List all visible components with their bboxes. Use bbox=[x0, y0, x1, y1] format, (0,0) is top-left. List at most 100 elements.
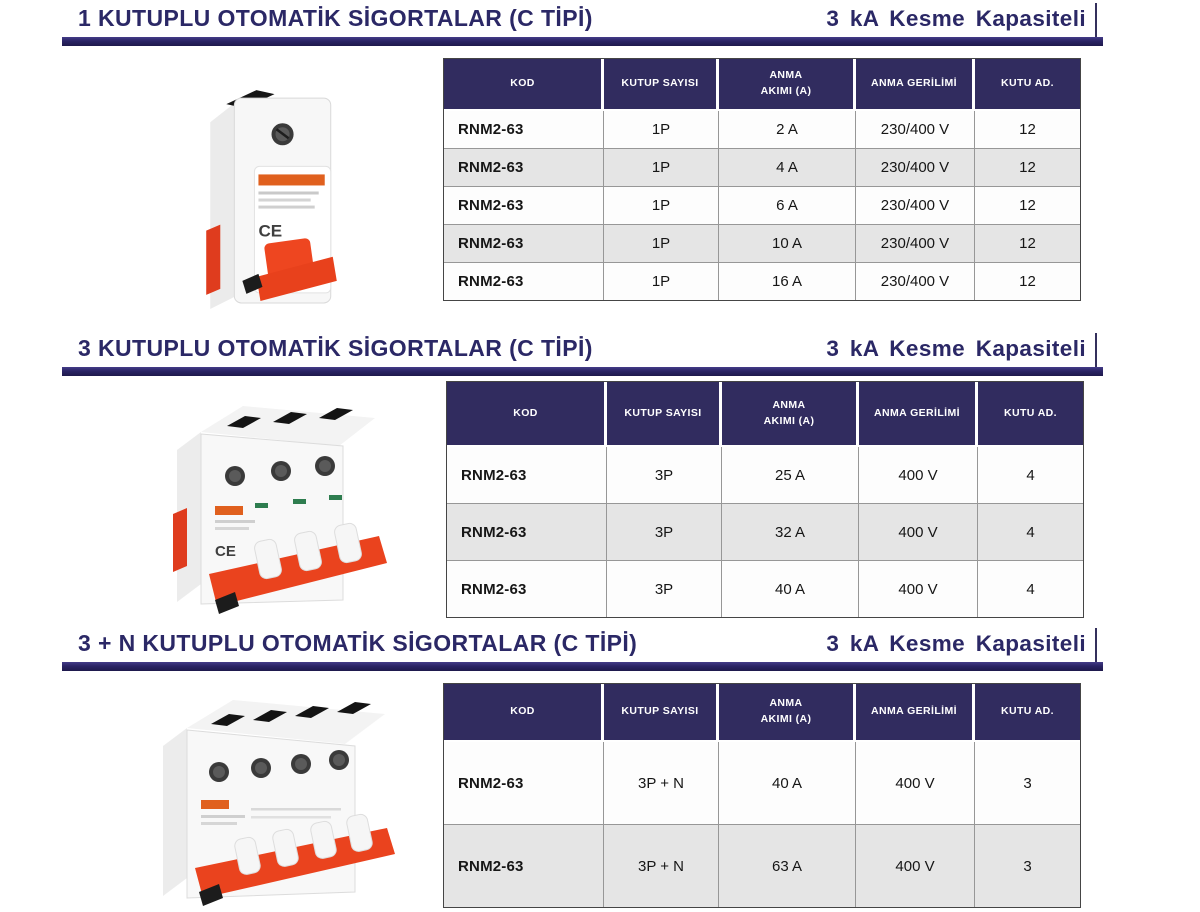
column-header: KUTUP SAYISI bbox=[604, 59, 719, 111]
terminal-slot bbox=[295, 706, 329, 718]
table-cell: 1P bbox=[604, 187, 719, 225]
section-1-pole: 1 KUTUPLU OTOMATİK SİGORTALAR (C TİPİ) 3… bbox=[0, 0, 1200, 330]
table-cell: 32 A bbox=[722, 504, 859, 561]
terminal-screws bbox=[209, 750, 349, 782]
section-3n-pole: 3 + N KUTUPLU OTOMATİK SİGORTALAR (C TİP… bbox=[0, 625, 1200, 912]
table-cell: RNM2-63 bbox=[444, 111, 604, 149]
table-cell: 1P bbox=[604, 263, 719, 300]
table-cell: 12 bbox=[975, 149, 1080, 187]
table-cell: 12 bbox=[975, 225, 1080, 263]
table-cell: 12 bbox=[975, 111, 1080, 149]
table-cell: 4 bbox=[978, 561, 1083, 617]
mcb-3pole-illustration: CE bbox=[173, 406, 387, 614]
title-underline bbox=[62, 37, 1103, 46]
table-cell: 40 A bbox=[719, 742, 856, 825]
table-cell: 1P bbox=[604, 149, 719, 187]
table-cell: 10 A bbox=[719, 225, 856, 263]
column-header: ANMA GERİLİMİ bbox=[856, 684, 975, 742]
terminal-slot bbox=[273, 412, 307, 424]
spec-table-3pole: KOD KUTUP SAYISI ANMA AKIMI (A) ANMA GERİLİ… bbox=[446, 381, 1084, 618]
toggle-tabs bbox=[234, 813, 373, 875]
table-cell: 230/400 V bbox=[856, 111, 975, 149]
table-row: RNM2-63 1P 4 A 230/400 V 12 bbox=[444, 149, 1080, 187]
brand-label bbox=[201, 800, 229, 809]
frame-corner-line bbox=[1095, 628, 1097, 666]
section-title: 3 KUTUPLU OTOMATİK SİGORTALAR (C TİPİ) bbox=[78, 335, 593, 361]
table-cell: 3P + N bbox=[604, 825, 719, 907]
capacity-label: 3 kA Kesme Kapasiteli bbox=[826, 6, 1086, 31]
spec-table-1pole: KOD KUTUP SAYISI ANMA AKIMI (A) ANMA GERİLİ… bbox=[443, 58, 1081, 301]
column-header: ANMA GERİLİMİ bbox=[859, 382, 978, 447]
table-row: RNM2-63 1P 6 A 230/400 V 12 bbox=[444, 187, 1080, 225]
column-header: KUTU AD. bbox=[978, 382, 1083, 447]
terminal-slot bbox=[253, 710, 287, 722]
table-cell: 230/400 V bbox=[856, 187, 975, 225]
mcb-4pole-image bbox=[133, 688, 411, 910]
table-cell: 230/400 V bbox=[856, 263, 975, 300]
column-header: KOD bbox=[447, 382, 607, 447]
table-cell: RNM2-63 bbox=[444, 742, 604, 825]
column-header: ANMA AKIMI (A) bbox=[722, 382, 859, 447]
capacity-block: 3 kA Kesme Kapasiteli bbox=[826, 333, 1103, 371]
din-clip-red bbox=[173, 508, 187, 572]
table-cell: 3P bbox=[607, 504, 722, 561]
column-header: KUTUP SAYISI bbox=[604, 684, 719, 742]
capacity-block: 3 kA Kesme Kapasiteli bbox=[826, 628, 1103, 666]
title-underline bbox=[62, 367, 1103, 376]
terminal-slot bbox=[227, 416, 261, 428]
table-cell: 63 A bbox=[719, 825, 856, 907]
table-cell: 1P bbox=[604, 111, 719, 149]
section-title: 3 + N KUTUPLU OTOMATİK SİGORTALAR (C TİP… bbox=[78, 630, 638, 656]
terminal-slot bbox=[337, 702, 371, 714]
title-row: 3 KUTUPLU OTOMATİK SİGORTALAR (C TİPİ) 3… bbox=[62, 333, 1103, 371]
table-cell: RNM2-63 bbox=[444, 225, 604, 263]
table-cell: 3 bbox=[975, 825, 1080, 907]
section-3-pole: 3 KUTUPLU OTOMATİK SİGORTALAR (C TİPİ) 3… bbox=[0, 330, 1200, 625]
title-row: 1 KUTUPLU OTOMATİK SİGORTALAR (C TİPİ) 3… bbox=[62, 3, 1103, 41]
table-cell: 25 A bbox=[722, 447, 859, 504]
capacity-label: 3 kA Kesme Kapasiteli bbox=[826, 336, 1086, 361]
table-cell: RNM2-63 bbox=[444, 263, 604, 300]
header-row: KOD KUTUP SAYISI ANMA AKIMI (A) ANMA GERİLİ… bbox=[444, 59, 1080, 111]
mcb-3pole-image: CE bbox=[143, 388, 401, 620]
table-cell: 400 V bbox=[859, 561, 978, 617]
table-cell: 230/400 V bbox=[856, 225, 975, 263]
table-cell: RNM2-63 bbox=[447, 561, 607, 617]
table-cell: 400 V bbox=[859, 504, 978, 561]
svg-text:CE: CE bbox=[215, 543, 236, 560]
table-cell: 3P bbox=[607, 447, 722, 504]
table-cell: 230/400 V bbox=[856, 149, 975, 187]
table-cell: 6 A bbox=[719, 187, 856, 225]
table-cell: RNM2-63 bbox=[447, 504, 607, 561]
terminal-screws bbox=[225, 456, 335, 486]
column-header: KOD bbox=[444, 59, 604, 111]
mcb-4pole-illustration bbox=[163, 700, 395, 906]
table-row: RNM2-63 1P 16 A 230/400 V 12 bbox=[444, 263, 1080, 300]
table-cell: 40 A bbox=[722, 561, 859, 617]
column-header: ANMA GERİLİMİ bbox=[856, 59, 975, 111]
table-cell: 400 V bbox=[859, 447, 978, 504]
capacity-label: 3 kA Kesme Kapasiteli bbox=[826, 631, 1086, 656]
title-row: 3 + N KUTUPLU OTOMATİK SİGORTALAR (C TİP… bbox=[62, 628, 1103, 666]
header-row: KOD KUTUP SAYISI ANMA AKIMI (A) ANMA GERİLİ… bbox=[444, 684, 1080, 742]
mcb-1pole-image: CE bbox=[168, 74, 374, 310]
column-header: KUTUP SAYISI bbox=[607, 382, 722, 447]
title-underline bbox=[62, 662, 1103, 671]
capacity-block: 3 kA Kesme Kapasiteli bbox=[826, 3, 1103, 41]
column-header: ANMA AKIMI (A) bbox=[719, 59, 856, 111]
table-cell: 3P + N bbox=[604, 742, 719, 825]
table-cell: RNM2-63 bbox=[444, 149, 604, 187]
table-cell: RNM2-63 bbox=[444, 187, 604, 225]
table-cell: 3 bbox=[975, 742, 1080, 825]
frame-corner-line bbox=[1095, 3, 1097, 41]
table-cell: 12 bbox=[975, 263, 1080, 300]
table-cell: 2 A bbox=[719, 111, 856, 149]
table-cell: 4 bbox=[978, 504, 1083, 561]
table-cell: 12 bbox=[975, 187, 1080, 225]
table-cell: RNM2-63 bbox=[444, 825, 604, 907]
table-cell: 400 V bbox=[856, 742, 975, 825]
column-header: ANMA AKIMI (A) bbox=[719, 684, 856, 742]
